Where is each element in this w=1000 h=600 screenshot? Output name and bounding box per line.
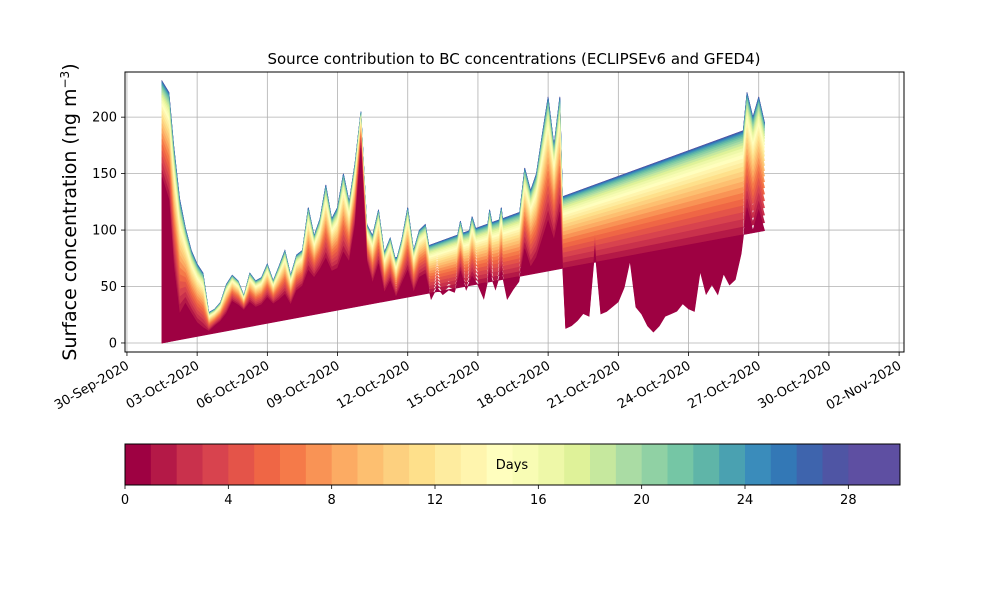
colorbar-segment xyxy=(693,444,720,485)
colorbar-tick-label: 12 xyxy=(427,493,444,508)
x-axis: 30-Sep-202003-Oct-202006-Oct-202009-Oct-… xyxy=(52,352,904,413)
y-axis-label: Surface concentration (ng m−3) xyxy=(58,63,81,360)
colorbar-tick-label: 16 xyxy=(530,493,547,508)
colorbar-segment xyxy=(848,444,875,485)
colorbar: 0 4 8 12 16 20 24 28 xyxy=(121,443,901,508)
x-tick-label: 03-Oct-2020 xyxy=(124,358,202,412)
plot-area-frame xyxy=(124,71,905,353)
x-tick-label: 24-Oct-2020 xyxy=(615,358,693,412)
y-axis: 0 50 100 150 200 xyxy=(92,111,125,351)
stacked-age-bands xyxy=(161,79,765,344)
colorbar-tick-label: 0 xyxy=(121,493,129,508)
colorbar-segment xyxy=(280,444,307,485)
colorbar-tick-label: 28 xyxy=(840,493,857,508)
y-axis-label-close: ) xyxy=(59,63,81,70)
x-tick-label: 27-Oct-2020 xyxy=(685,358,763,412)
x-tick-label: 15-Oct-2020 xyxy=(405,358,483,412)
x-tick-label: 12-Oct-2020 xyxy=(334,358,412,412)
y-tick-label: 100 xyxy=(92,224,117,239)
chart-title: Source contribution to BC concentrations… xyxy=(267,50,760,68)
colorbar-segment xyxy=(641,444,668,485)
colorbar-segment xyxy=(435,444,462,485)
x-tick-label: 30-Oct-2020 xyxy=(756,358,834,412)
colorbar-tick-label: 8 xyxy=(328,493,336,508)
colorbar-segment xyxy=(590,444,617,485)
x-tick-label: 09-Oct-2020 xyxy=(264,358,342,412)
colorbar-tick-label: 24 xyxy=(737,493,754,508)
colorbar-segment xyxy=(874,444,901,485)
colorbar-segment xyxy=(150,444,178,485)
colorbar-segment xyxy=(719,444,746,485)
colorbar-segment xyxy=(615,444,643,485)
colorbar-label: Days xyxy=(496,458,529,473)
age-band-day-0 xyxy=(161,148,765,344)
colorbar-segment xyxy=(228,444,255,485)
colorbar-segment xyxy=(176,444,203,485)
colorbar-tick-label: 20 xyxy=(633,493,650,508)
colorbar-segment xyxy=(202,444,229,485)
colorbar-segment xyxy=(538,444,565,485)
colorbar-segment xyxy=(460,444,488,485)
colorbar-segment xyxy=(564,444,591,485)
colorbar-segment xyxy=(745,444,772,485)
colorbar-segment xyxy=(512,444,539,485)
colorbar-segment xyxy=(486,444,513,485)
y-axis-label-main: Surface concentration (ng m xyxy=(59,89,81,361)
y-axis-label-exponent: −3 xyxy=(58,71,72,89)
colorbar-segment xyxy=(667,444,694,485)
colorbar-segment xyxy=(331,444,358,485)
colorbar-tick-label: 4 xyxy=(224,493,232,508)
x-tick-label: 18-Oct-2020 xyxy=(475,358,553,412)
y-tick-label: 150 xyxy=(92,167,117,182)
x-tick-label: 30-Sep-2020 xyxy=(52,358,132,413)
colorbar-segment xyxy=(822,444,849,485)
x-tick-label: 02-Nov-2020 xyxy=(824,358,904,413)
x-tick-label: 21-Oct-2020 xyxy=(545,358,623,412)
colorbar-segment xyxy=(770,444,798,485)
y-tick-label: 200 xyxy=(92,111,117,126)
colorbar-frame xyxy=(124,443,901,486)
colorbar-segment xyxy=(305,444,333,485)
y-tick-label: 0 xyxy=(109,336,117,351)
colorbar-segment xyxy=(357,444,384,485)
colorbar-segment xyxy=(254,444,281,485)
colorbar-segment xyxy=(409,444,436,485)
colorbar-segment xyxy=(796,444,823,485)
colorbar-segment xyxy=(125,444,152,485)
colorbar-segment xyxy=(383,444,410,485)
x-tick-label: 06-Oct-2020 xyxy=(194,358,272,412)
y-tick-label: 50 xyxy=(100,280,117,295)
